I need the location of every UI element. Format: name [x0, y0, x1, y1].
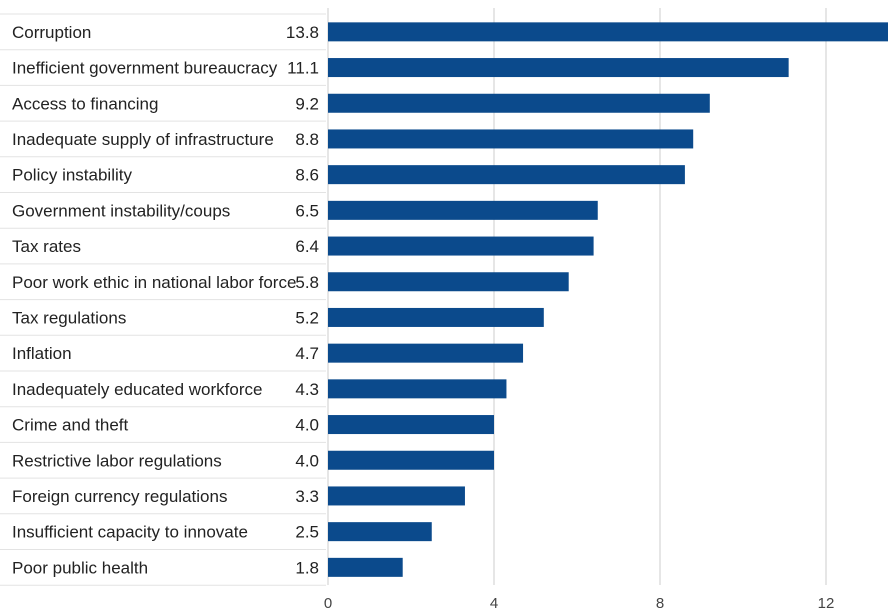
- category-label: Poor work ethic in national labor force: [12, 273, 296, 292]
- category-labels: Corruption Inefficient government bureauc…: [12, 23, 296, 577]
- bar-4: [328, 129, 694, 149]
- category-label: Inefficient government bureaucracy: [12, 59, 278, 78]
- value-label: 4.0: [295, 451, 319, 470]
- bar-9: [328, 307, 544, 327]
- value-label: 4.7: [295, 344, 319, 363]
- bar-11: [328, 379, 507, 399]
- value-label: 5.2: [295, 308, 319, 327]
- bar-13: [328, 450, 494, 470]
- x-tick-label: 0: [324, 595, 332, 610]
- value-label: 4.0: [295, 416, 319, 435]
- category-label: Corruption: [12, 23, 91, 42]
- value-label: 4.3: [295, 380, 319, 399]
- value-label: 3.3: [295, 487, 319, 506]
- bar-2: [328, 58, 789, 78]
- category-label: Inadequately educated workforce: [12, 380, 262, 399]
- category-label: Inflation: [12, 344, 72, 363]
- bar-15: [328, 522, 432, 542]
- value-labels: 13.8 11.1 9.2 8.8 8.6 6.5 6.4 5.8 5.2 4.7 4.3 4.0 4.…: [286, 23, 319, 577]
- x-tick-label: 8: [656, 595, 664, 610]
- row-separators: [0, 13, 326, 586]
- bar-14: [328, 486, 465, 506]
- bar-6: [328, 200, 598, 220]
- value-label: 2.5: [295, 523, 319, 542]
- category-label: Inadequate supply of infrastructure: [12, 130, 274, 149]
- bar-16: [328, 557, 403, 577]
- value-label: 8.6: [295, 166, 319, 185]
- bar-8: [328, 272, 569, 292]
- category-label: Crime and theft: [12, 416, 128, 435]
- bar-3: [328, 93, 710, 113]
- bar-7: [328, 236, 594, 256]
- x-axis-ticks: 0 4 8 12: [324, 595, 835, 610]
- x-tick-label: 12: [818, 595, 835, 610]
- category-label: Tax rates: [12, 237, 81, 256]
- value-label: 8.8: [295, 130, 319, 149]
- category-label: Poor public health: [12, 558, 148, 577]
- value-label: 6.5: [295, 201, 319, 220]
- category-label: Tax regulations: [12, 308, 126, 327]
- bar-5: [328, 165, 685, 185]
- bar-10: [328, 343, 524, 363]
- category-label: Restrictive labor regulations: [12, 451, 222, 470]
- category-label: Insufficient capacity to innovate: [12, 523, 248, 542]
- category-label: Policy instability: [12, 166, 132, 185]
- category-label: Access to financing: [12, 94, 158, 113]
- value-label: 6.4: [295, 237, 319, 256]
- category-label: Foreign currency regulations: [12, 487, 227, 506]
- value-label: 1.8: [295, 558, 319, 577]
- value-label: 13.8: [286, 23, 319, 42]
- value-label: 11.1: [287, 59, 319, 78]
- category-label: Government instability/coups: [12, 201, 230, 220]
- value-label: 5.8: [295, 273, 319, 292]
- bar-12: [328, 415, 494, 435]
- value-label: 9.2: [295, 94, 319, 113]
- bar-1: [328, 22, 888, 42]
- x-tick-label: 4: [490, 595, 498, 610]
- bars: [328, 22, 888, 577]
